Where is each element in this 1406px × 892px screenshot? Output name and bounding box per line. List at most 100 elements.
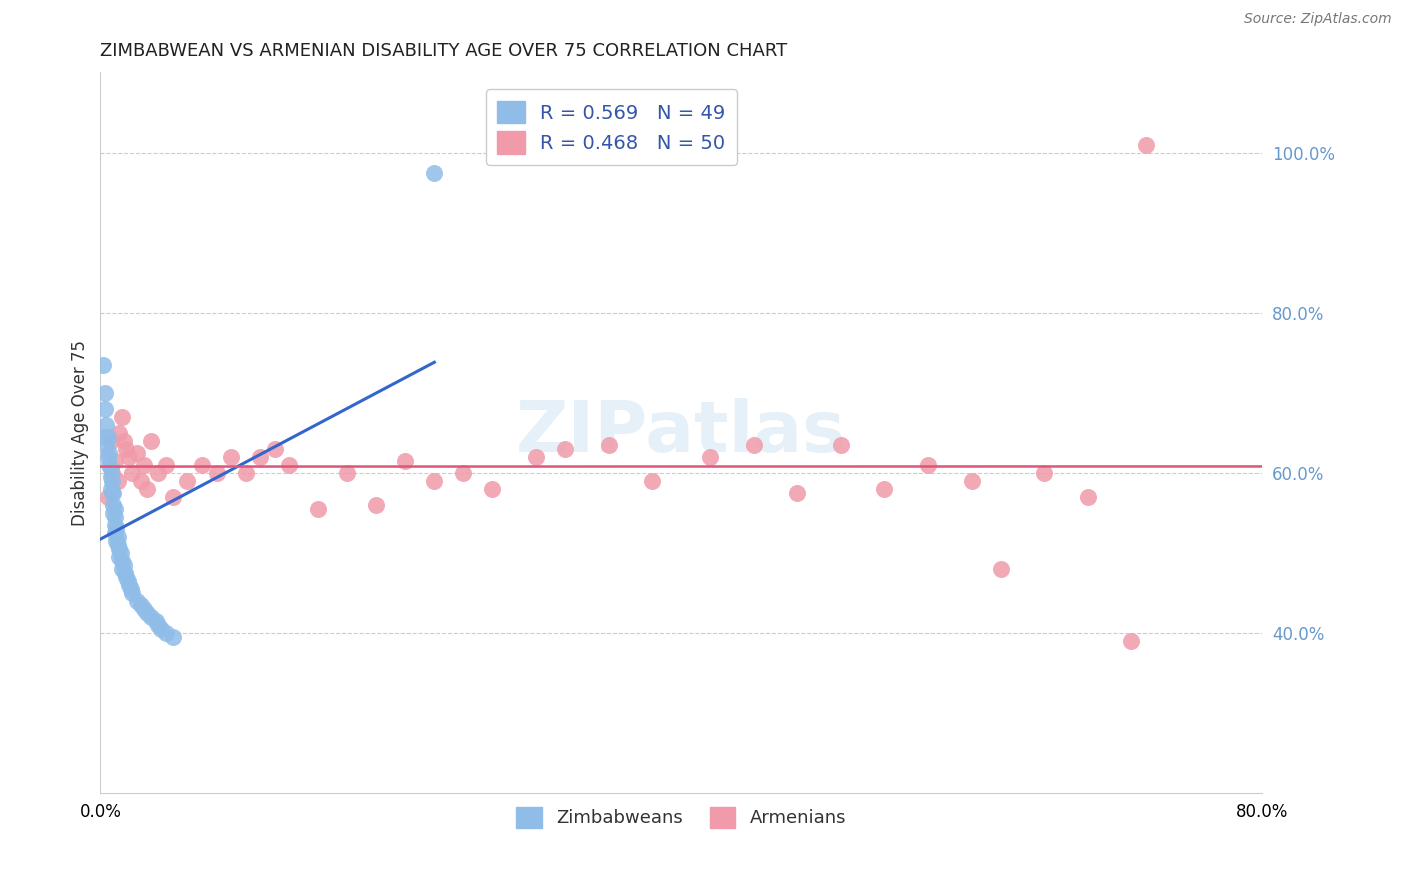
Point: [108, 549, 131, 564]
Point: [191, 458, 214, 472]
Point: [93, 401, 115, 416]
Point: [336, 466, 359, 480]
Point: [366, 498, 388, 512]
Point: [873, 482, 896, 496]
Point: [108, 542, 131, 557]
Legend: Zimbabweans, Armenians: Zimbabweans, Armenians: [509, 799, 853, 835]
Point: [162, 490, 184, 504]
Point: [101, 474, 124, 488]
Point: [125, 446, 148, 460]
Point: [93, 430, 115, 444]
Point: [105, 522, 128, 536]
Point: [155, 626, 177, 640]
Y-axis label: Disability Age Over 75: Disability Age Over 75: [72, 340, 89, 526]
Point: [107, 538, 129, 552]
Point: [176, 474, 198, 488]
Point: [249, 450, 271, 464]
Point: [103, 486, 125, 500]
Point: [111, 554, 134, 568]
Point: [786, 486, 808, 500]
Point: [423, 165, 446, 179]
Point: [104, 518, 127, 533]
Point: [101, 466, 124, 480]
Point: [394, 454, 416, 468]
Point: [145, 614, 167, 628]
Point: [93, 385, 115, 400]
Point: [114, 566, 136, 580]
Point: [100, 434, 122, 448]
Point: [554, 442, 576, 456]
Point: [100, 470, 122, 484]
Point: [148, 618, 170, 632]
Point: [524, 450, 547, 464]
Point: [121, 586, 143, 600]
Point: [990, 562, 1012, 576]
Point: [103, 498, 125, 512]
Point: [100, 462, 122, 476]
Point: [205, 466, 228, 480]
Point: [118, 450, 141, 464]
Point: [830, 438, 852, 452]
Point: [121, 466, 143, 480]
Point: [960, 474, 983, 488]
Point: [112, 558, 135, 572]
Point: [97, 490, 120, 504]
Point: [453, 466, 475, 480]
Point: [641, 474, 664, 488]
Point: [125, 594, 148, 608]
Point: [98, 446, 121, 460]
Point: [699, 450, 721, 464]
Point: [132, 458, 155, 472]
Point: [141, 610, 163, 624]
Point: [103, 506, 125, 520]
Point: [307, 502, 329, 516]
Point: [162, 630, 184, 644]
Point: [97, 430, 120, 444]
Point: [97, 450, 120, 464]
Point: [107, 530, 129, 544]
Point: [118, 578, 141, 592]
Point: [129, 598, 152, 612]
Point: [111, 409, 134, 424]
Point: [278, 458, 301, 472]
Point: [110, 546, 132, 560]
Text: ZIPatlas: ZIPatlas: [516, 399, 846, 467]
Point: [1033, 466, 1056, 480]
Point: [91, 358, 114, 372]
Point: [132, 602, 155, 616]
Point: [141, 434, 163, 448]
Point: [120, 582, 142, 596]
Point: [96, 438, 118, 452]
Point: [1077, 490, 1099, 504]
Point: [112, 434, 135, 448]
Point: [135, 606, 157, 620]
Point: [129, 474, 152, 488]
Point: [235, 466, 257, 480]
Point: [101, 486, 124, 500]
Point: [104, 510, 127, 524]
Point: [917, 458, 939, 472]
Point: [107, 474, 129, 488]
Text: ZIMBABWEAN VS ARMENIAN DISABILITY AGE OVER 75 CORRELATION CHART: ZIMBABWEAN VS ARMENIAN DISABILITY AGE OV…: [100, 42, 787, 60]
Point: [1135, 137, 1157, 152]
Point: [423, 474, 446, 488]
Point: [135, 482, 157, 496]
Point: [105, 534, 128, 549]
Point: [104, 526, 127, 541]
Point: [263, 442, 285, 456]
Point: [219, 450, 242, 464]
Point: [481, 482, 503, 496]
Point: [117, 574, 139, 588]
Point: [115, 442, 138, 456]
Point: [115, 570, 138, 584]
Text: Source: ZipAtlas.com: Source: ZipAtlas.com: [1244, 12, 1392, 26]
Point: [111, 562, 134, 576]
Point: [104, 502, 127, 516]
Point: [104, 454, 127, 468]
Point: [155, 458, 177, 472]
Point: [1121, 634, 1143, 648]
Point: [150, 622, 173, 636]
Point: [742, 438, 765, 452]
Point: [598, 438, 620, 452]
Point: [100, 482, 122, 496]
